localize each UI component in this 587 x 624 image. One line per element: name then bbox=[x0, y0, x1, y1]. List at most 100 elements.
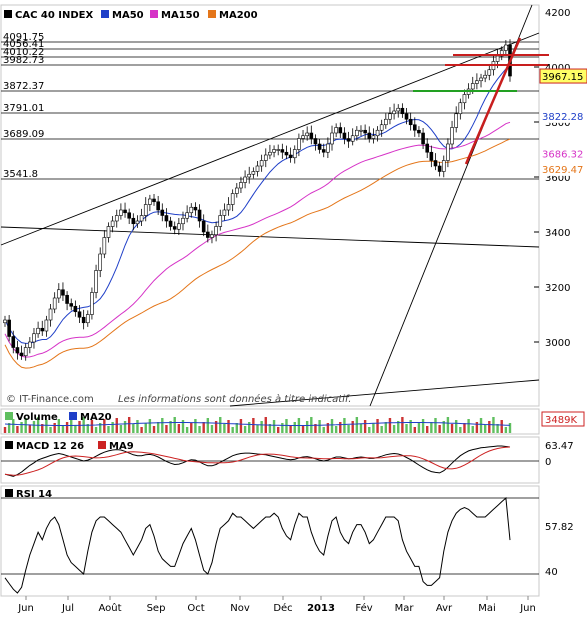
legend-label-ma50: MA50 bbox=[112, 10, 144, 21]
candle-body bbox=[201, 220, 206, 233]
candle-body bbox=[462, 94, 467, 104]
candle-body bbox=[425, 143, 430, 153]
candle bbox=[127, 208, 131, 225]
candle-body bbox=[470, 83, 475, 90]
legend-label-ma200: MA200 bbox=[219, 10, 258, 21]
volume-bar bbox=[450, 424, 454, 433]
volume-bar bbox=[343, 418, 346, 433]
candle bbox=[317, 139, 322, 154]
candle-body bbox=[263, 154, 268, 161]
candle-body bbox=[123, 209, 127, 214]
candle-body bbox=[330, 132, 334, 145]
candle bbox=[412, 117, 417, 137]
candle bbox=[425, 138, 430, 159]
rsi-label: RSI 14 bbox=[16, 489, 52, 500]
candle-body bbox=[404, 113, 409, 120]
candle-body bbox=[139, 215, 144, 222]
volume-bar bbox=[434, 418, 437, 433]
volume-bar bbox=[103, 419, 106, 433]
volume-bar bbox=[74, 425, 77, 433]
candle-body bbox=[495, 55, 500, 62]
candle bbox=[123, 202, 127, 218]
candle bbox=[305, 126, 309, 141]
candle bbox=[19, 345, 24, 360]
price-tag-label: 3686.32 bbox=[542, 149, 583, 160]
candle-body bbox=[363, 129, 367, 134]
candle-body bbox=[433, 160, 438, 167]
candle-body bbox=[36, 327, 40, 335]
volume-bar bbox=[28, 425, 32, 433]
volume-bar bbox=[194, 419, 197, 433]
rsi-current-value: 57.82 bbox=[545, 522, 574, 533]
level-label: 4091.75 bbox=[3, 32, 44, 43]
x-tick-label: Mai bbox=[478, 603, 496, 614]
volume-bar bbox=[185, 427, 189, 433]
volume-bar bbox=[467, 419, 470, 433]
volume-bar bbox=[281, 423, 284, 433]
volume-bar bbox=[190, 423, 193, 433]
x-tick-label: Jun bbox=[519, 603, 536, 614]
volume-bar bbox=[504, 427, 508, 433]
candle-body bbox=[28, 341, 32, 348]
volume-bar bbox=[459, 427, 462, 433]
candle bbox=[504, 40, 508, 56]
volume-bar bbox=[405, 424, 408, 433]
candle-body bbox=[396, 107, 401, 112]
volume-bar bbox=[132, 424, 135, 433]
candle bbox=[52, 292, 57, 314]
candle bbox=[168, 216, 173, 231]
volume-bar bbox=[479, 418, 483, 433]
candle bbox=[280, 143, 285, 159]
rsi-line bbox=[4, 496, 511, 594]
candle bbox=[454, 106, 458, 133]
trend-line bbox=[229, 379, 540, 407]
volume-bar bbox=[380, 426, 383, 433]
volume-bar bbox=[409, 420, 412, 433]
level-label: 3791.01 bbox=[3, 103, 44, 114]
candle bbox=[392, 103, 396, 120]
candle bbox=[251, 167, 256, 179]
candle-body bbox=[429, 151, 434, 161]
volume-bar bbox=[289, 426, 292, 433]
candle-body bbox=[412, 124, 417, 131]
candle bbox=[44, 315, 49, 337]
candle-body bbox=[226, 204, 231, 211]
candle bbox=[350, 128, 355, 146]
candle bbox=[189, 203, 194, 218]
candle-body bbox=[288, 154, 293, 159]
candle bbox=[400, 103, 405, 118]
y-tick-label: 3800 bbox=[545, 118, 570, 129]
volume-bar bbox=[210, 425, 214, 433]
candle-body bbox=[446, 143, 450, 161]
candle-body bbox=[342, 132, 347, 139]
candle bbox=[206, 224, 210, 243]
volume-bar bbox=[463, 423, 466, 433]
volume-bar bbox=[12, 419, 15, 433]
candle bbox=[276, 144, 280, 156]
candle bbox=[135, 215, 140, 228]
candle bbox=[143, 197, 148, 222]
candle-body bbox=[172, 226, 177, 230]
candle-body bbox=[400, 107, 405, 115]
candle-body bbox=[44, 319, 49, 332]
candle bbox=[326, 137, 330, 159]
candle bbox=[119, 203, 123, 220]
candle bbox=[272, 145, 276, 158]
volume-current-box bbox=[541, 411, 585, 427]
candle-body bbox=[189, 206, 194, 214]
volume-ma-swatch bbox=[69, 412, 77, 420]
volume-bar bbox=[276, 427, 280, 433]
candle-body bbox=[255, 165, 260, 172]
x-tick-label: Déc bbox=[273, 602, 292, 614]
volume-bar bbox=[86, 424, 89, 433]
candle-body bbox=[152, 198, 156, 203]
candle bbox=[255, 161, 260, 177]
price-tag-box bbox=[540, 108, 587, 123]
candle bbox=[226, 197, 231, 216]
candle-body bbox=[483, 74, 487, 79]
candle bbox=[152, 194, 156, 206]
volume-bar bbox=[446, 417, 450, 433]
candle bbox=[268, 144, 272, 160]
